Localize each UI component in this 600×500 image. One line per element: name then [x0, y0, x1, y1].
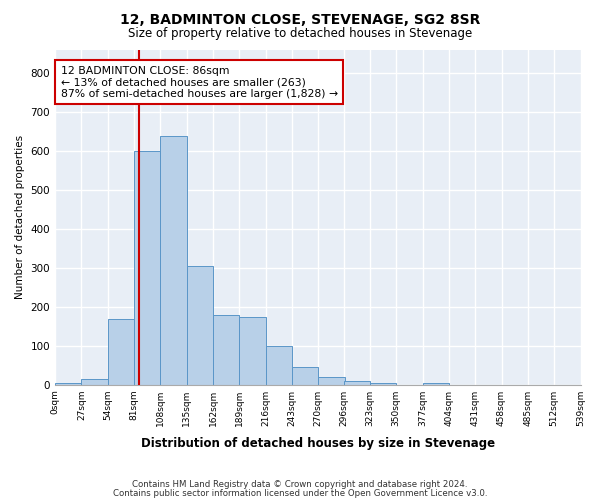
X-axis label: Distribution of detached houses by size in Stevenage: Distribution of detached houses by size …	[141, 437, 495, 450]
Bar	[370, 382, 396, 384]
Text: 12, BADMINTON CLOSE, STEVENAGE, SG2 8SR: 12, BADMINTON CLOSE, STEVENAGE, SG2 8SR	[120, 12, 480, 26]
Bar	[422, 382, 449, 384]
Bar	[266, 346, 292, 385]
Bar	[82, 379, 107, 384]
Bar	[213, 314, 239, 384]
Text: Size of property relative to detached houses in Stevenage: Size of property relative to detached ho…	[128, 28, 472, 40]
Y-axis label: Number of detached properties: Number of detached properties	[15, 136, 25, 300]
Bar	[187, 266, 213, 384]
Text: 12 BADMINTON CLOSE: 86sqm
← 13% of detached houses are smaller (263)
87% of semi: 12 BADMINTON CLOSE: 86sqm ← 13% of detac…	[61, 66, 338, 99]
Bar	[239, 316, 266, 384]
Bar	[318, 377, 344, 384]
Bar	[55, 382, 82, 384]
Bar	[134, 151, 160, 384]
Text: Contains public sector information licensed under the Open Government Licence v3: Contains public sector information licen…	[113, 488, 487, 498]
Text: Contains HM Land Registry data © Crown copyright and database right 2024.: Contains HM Land Registry data © Crown c…	[132, 480, 468, 489]
Bar	[292, 367, 318, 384]
Bar	[160, 136, 187, 384]
Bar	[344, 381, 370, 384]
Bar	[107, 318, 134, 384]
